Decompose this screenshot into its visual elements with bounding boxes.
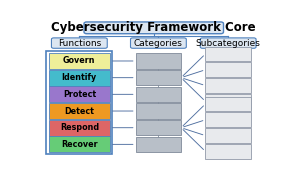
Text: Functions: Functions (58, 39, 101, 48)
FancyBboxPatch shape (130, 38, 186, 48)
Bar (206, 78, 251, 93)
FancyBboxPatch shape (84, 22, 224, 34)
Bar (136, 137, 181, 152)
Text: Subcategories: Subcategories (196, 39, 261, 48)
Bar (136, 120, 181, 135)
Bar (136, 53, 181, 69)
Text: Cybersecurity Framework Core: Cybersecurity Framework Core (51, 21, 256, 34)
Bar (206, 46, 251, 61)
Bar (206, 94, 251, 109)
Bar (206, 144, 251, 159)
Bar (136, 70, 181, 85)
Bar (136, 87, 181, 102)
Text: Respond: Respond (60, 123, 99, 132)
Text: Detect: Detect (64, 107, 94, 116)
Text: Protect: Protect (63, 90, 96, 99)
Bar (49, 103, 110, 119)
Bar (46, 51, 112, 154)
Text: Recover: Recover (61, 140, 98, 149)
Bar (49, 120, 110, 136)
Bar (136, 103, 181, 119)
Bar (49, 86, 110, 102)
Text: Govern: Govern (63, 57, 96, 66)
Bar (49, 136, 110, 152)
Bar (49, 70, 110, 85)
Text: Identify: Identify (62, 73, 97, 82)
Bar (206, 62, 251, 77)
FancyBboxPatch shape (52, 38, 107, 48)
FancyBboxPatch shape (200, 38, 256, 48)
Bar (206, 128, 251, 143)
Bar (206, 96, 251, 111)
Text: Categories: Categories (134, 39, 183, 48)
Bar (206, 112, 251, 127)
Bar (49, 53, 110, 69)
